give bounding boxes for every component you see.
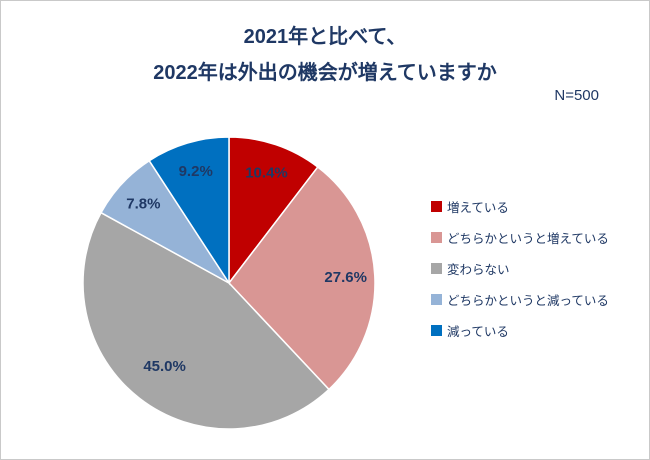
chart-title-line1: 2021年と比べて、 <box>243 26 407 48</box>
sample-size-label: N=500 <box>554 87 599 104</box>
legend-label: どちらかというと増えている <box>447 232 609 246</box>
legend-label: 減っている <box>447 325 509 339</box>
legend-swatch <box>431 294 442 305</box>
legend-item-4: どちらかというと減っている <box>431 284 609 315</box>
pie-slice-2 <box>228 166 376 391</box>
pie-slice-5 <box>148 136 230 286</box>
slice-label: 7.8% <box>126 196 160 213</box>
legend: 増えているどちらかというと増えている 変わらないどちらかというと減っている 減ってい… <box>431 191 609 346</box>
pie-chart: 10.4% 27.6% 45.0% 7.8% 9.2% <box>82 136 376 430</box>
legend-label: 変わらない <box>447 263 510 277</box>
legend-item-1: 増えている <box>431 191 609 222</box>
legend-swatch <box>431 201 442 212</box>
slice-label: 27.6% <box>324 269 367 286</box>
chart-title: 2021年と比べて、 2022年は外出の機会が増えていますか <box>1 19 649 91</box>
slice-label: 45.0% <box>143 358 186 375</box>
slice-label: 10.4% <box>245 164 288 181</box>
legend-swatch <box>431 263 442 274</box>
slice-label: 9.2% <box>179 163 213 180</box>
legend-label: どちらかというと減っている <box>447 294 609 308</box>
pie-slice-1 <box>228 136 319 286</box>
legend-label: 増えている <box>447 201 509 215</box>
legend-item-3: 変わらない <box>431 253 609 284</box>
legend-swatch <box>431 325 442 336</box>
chart-title-line2: 2022年は外出の機会が増えていますか <box>153 62 497 84</box>
legend-swatch <box>431 232 442 243</box>
legend-item-2: どちらかというと増えている <box>431 222 609 253</box>
legend-item-5: 減っている <box>431 315 609 346</box>
pie-slice-3 <box>82 211 331 430</box>
